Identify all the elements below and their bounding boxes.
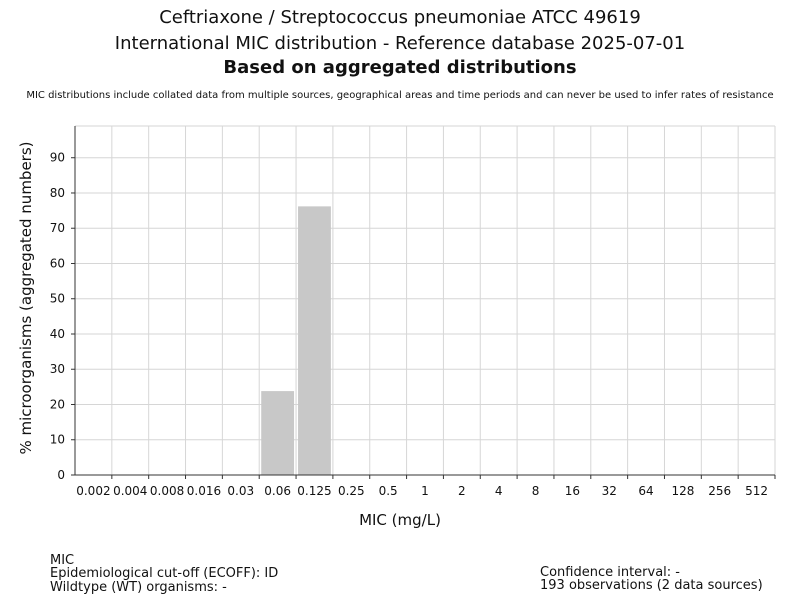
y-tick-label: 80 — [50, 186, 65, 200]
chart-title-line2: International MIC distribution - Referen… — [114, 33, 686, 54]
x-tick-label: 8 — [532, 484, 540, 498]
bar-layer — [261, 206, 331, 475]
footer-wildtype: Wildtype (WT) organisms: - — [50, 580, 227, 595]
x-tick-label: 0.016 — [187, 484, 221, 498]
grid-layer — [75, 125, 776, 475]
x-tick-label: 4 — [495, 484, 503, 498]
x-tick-label: 256 — [708, 484, 731, 498]
footer-confidence-interval: Confidence interval: - — [540, 565, 680, 580]
x-tick-label: 512 — [745, 484, 768, 498]
y-tick-label: 20 — [50, 397, 65, 411]
footer-mic-label: MIC — [50, 553, 75, 568]
y-tick-label: 50 — [50, 292, 65, 306]
x-tick-label: 2 — [458, 484, 466, 498]
y-tick-label: 0 — [57, 468, 65, 482]
y-tick-label: 60 — [50, 256, 65, 270]
bar-0.125 — [298, 206, 331, 475]
axis-layer: 0 10 20 30 40 50 60 70 80 90 0.002 0.004 0.008 0.016 0… — [50, 126, 776, 498]
x-tick-label: 0.002 — [76, 484, 110, 498]
x-axis-label: MIC (mg/L) — [359, 511, 441, 529]
x-tick-label: 128 — [671, 484, 694, 498]
y-tick-label: 90 — [50, 151, 65, 165]
x-tick-label: 16 — [565, 484, 580, 498]
x-tick-label: 0.25 — [338, 484, 365, 498]
x-tick-label: 64 — [638, 484, 653, 498]
x-tick-label: 1 — [421, 484, 429, 498]
y-tick-label: 30 — [50, 362, 65, 376]
y-axis-label: % microorganisms (aggregated numbers) — [17, 141, 35, 454]
bar-0.06 — [261, 391, 295, 475]
footer-ecoff: Epidemiological cut-off (ECOFF): ID — [50, 566, 279, 581]
x-tick-label: 32 — [602, 484, 617, 498]
x-tick-label: 0.5 — [379, 484, 398, 498]
y-tick-label: 70 — [50, 221, 65, 235]
y-tick-label: 10 — [50, 433, 65, 447]
x-tick-label: 0.03 — [227, 484, 254, 498]
x-tick-label: 0.004 — [113, 484, 147, 498]
x-tick-label: 0.125 — [297, 484, 331, 498]
x-tick-label: 0.008 — [150, 484, 184, 498]
x-tick-label: 0.06 — [264, 484, 291, 498]
footer-observations: 193 observations (2 data sources) — [540, 578, 763, 593]
chart-title-line3: Based on aggregated distributions — [223, 57, 577, 78]
chart-title-line1: Ceftriaxone / Streptococcus pneumoniae A… — [159, 7, 641, 28]
y-tick-label: 40 — [50, 327, 65, 341]
disclaimer-note: MIC distributions include collated data … — [26, 90, 774, 101]
